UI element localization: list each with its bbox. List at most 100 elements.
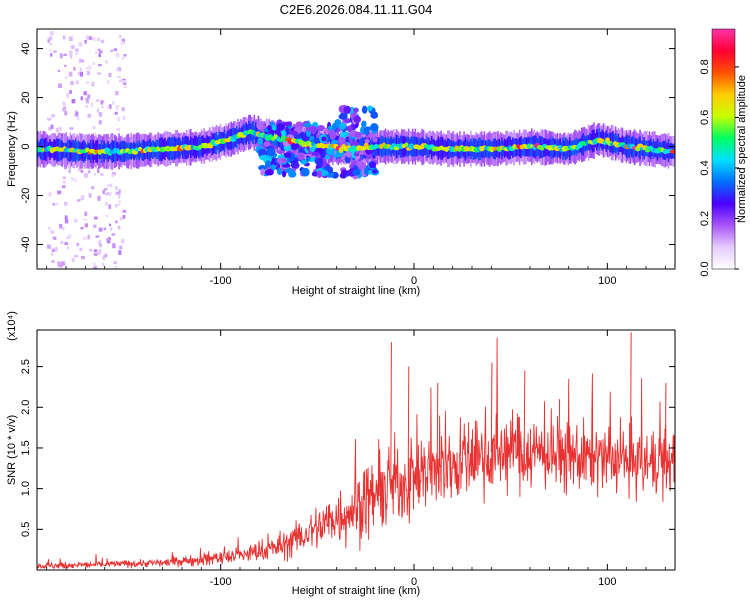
- spectrogram-y-tick-label: 0: [20, 143, 32, 149]
- spectrogram-cell: [115, 191, 119, 195]
- snr-y-tick-label: 0.5: [20, 522, 32, 537]
- spectrogram-cell: [119, 216, 123, 221]
- snr-peak: [664, 382, 667, 462]
- spectrogram-cell: [121, 107, 125, 112]
- spectrogram-cell: [64, 111, 68, 116]
- spectrogram-cell: [88, 36, 93, 40]
- spectrogram-cell: [70, 45, 75, 49]
- spectrogram-cell: [322, 169, 329, 176]
- spectrogram-cell: [68, 168, 71, 174]
- spectrogram-cell: [96, 108, 100, 113]
- spectrogram-cell: [352, 169, 361, 176]
- spectrogram-cell: [74, 178, 77, 182]
- spectrogram-cell: [363, 127, 370, 135]
- spectrogram-cell: [49, 43, 53, 46]
- spectrogram-y-tick-label: 40: [20, 42, 32, 54]
- spectrogram-cell: [100, 100, 103, 105]
- spectrogram-cell: [277, 150, 285, 155]
- spectrogram-cell: [79, 71, 84, 77]
- spectrogram-y-tick-label: 20: [20, 91, 32, 103]
- spectrogram-cell: [113, 48, 118, 52]
- spectrogram-cell: [80, 59, 85, 63]
- spectrogram-cell: [114, 111, 118, 115]
- spectrogram-cell: [110, 49, 114, 52]
- spectrogram-cell: [93, 249, 97, 253]
- spectrogram-cell: [117, 225, 121, 230]
- spectrogram-cell: [117, 203, 120, 206]
- spectrogram-cell: [63, 53, 67, 56]
- spectrogram-cell: [70, 81, 74, 85]
- spectrogram-cell: [115, 91, 119, 96]
- spectrogram-cell: [77, 168, 82, 172]
- spectrogram-cell: [47, 244, 51, 249]
- spectrogram-cell: [95, 51, 98, 54]
- spectrogram-cell: [79, 58, 82, 63]
- spectrogram-cell: [54, 202, 59, 206]
- snr-peak: [436, 382, 439, 470]
- spectrogram-cell: [108, 192, 112, 196]
- spectrogram-cell: [351, 150, 356, 159]
- spectrogram-cell: [284, 168, 294, 174]
- spectrogram-cell: [88, 65, 92, 70]
- chart-title: C2E6.2026.084.11.11.G04: [280, 2, 433, 17]
- spectrogram-cell: [115, 186, 118, 191]
- spectrogram-cell: [64, 215, 68, 220]
- spectrogram-cell: [92, 82, 95, 86]
- spectrogram-cell: [53, 50, 57, 53]
- snr-x-tick-label: 0: [411, 576, 417, 588]
- spectrogram-cell: [328, 166, 334, 174]
- spectrogram-cell: [96, 37, 101, 42]
- spectrogram-cell: [57, 261, 61, 267]
- spectrogram-cell: [276, 123, 284, 132]
- spectrogram-cell: [93, 224, 97, 229]
- spectrogram-cell: [257, 137, 264, 145]
- spectrogram-cell: [82, 236, 87, 240]
- spectrogram-cell: [283, 152, 292, 159]
- spectrogram-cell: [62, 227, 65, 231]
- spectrogram-cell: [62, 176, 66, 180]
- spectrogram-cell: [116, 68, 119, 72]
- spectrogram-cell: [68, 36, 73, 42]
- spectrogram-cell: [271, 124, 277, 131]
- spectrogram-cell: [112, 100, 115, 105]
- spectrogram-cell: [331, 123, 337, 131]
- spectrogram-cell: [108, 223, 112, 227]
- spectrogram-cell: [61, 185, 66, 189]
- spectrogram-cell: [97, 48, 101, 52]
- spectrogram-cell: [354, 131, 362, 138]
- snr-x-tick-label: -100: [210, 576, 232, 588]
- snr-x-axis-title: Height of straight line (km): [292, 585, 420, 597]
- spectrogram-cell: [97, 195, 101, 201]
- spectrogram-cell: [391, 143, 397, 148]
- spectrogram-cell: [112, 243, 116, 249]
- snr-series-line: [37, 337, 675, 570]
- spectrogram-cell: [98, 64, 102, 67]
- colorbar-tick-label: 0.0: [699, 261, 711, 276]
- spectrogram-cell: [71, 98, 76, 104]
- spectrogram-cell: [306, 156, 311, 162]
- spectrogram-y-axis-title: Frequency (Hz): [6, 111, 18, 187]
- spectrogram-cell: [111, 233, 116, 236]
- spectrogram-cell: [75, 80, 79, 85]
- spectrogram-cell: [122, 116, 126, 120]
- spectrogram-cell: [83, 173, 88, 178]
- spectrogram-cell: [92, 262, 96, 266]
- spectrogram-cell: [61, 261, 65, 266]
- spectrogram-cell: [108, 204, 112, 209]
- spectrogram-cell: [116, 128, 120, 132]
- spectrogram-cell: [74, 255, 78, 258]
- spectrogram-cell: [370, 111, 379, 119]
- snr-peak: [630, 332, 632, 463]
- spectrogram-cell: [83, 218, 87, 221]
- spectrogram-cell: [106, 239, 111, 244]
- spectrogram-cell: [80, 96, 84, 101]
- spectrogram-cell: [108, 104, 112, 109]
- spectrogram-cell: [103, 227, 107, 231]
- snr-y-tick-label: 2.5: [20, 359, 32, 374]
- colorbar-title: Normalized spectral amplitude: [736, 75, 748, 223]
- spectrogram-cell: [59, 53, 63, 59]
- spectrogram-cell: [260, 168, 265, 176]
- spectrogram-cell: [111, 174, 115, 177]
- spectrogram-cell: [346, 125, 353, 133]
